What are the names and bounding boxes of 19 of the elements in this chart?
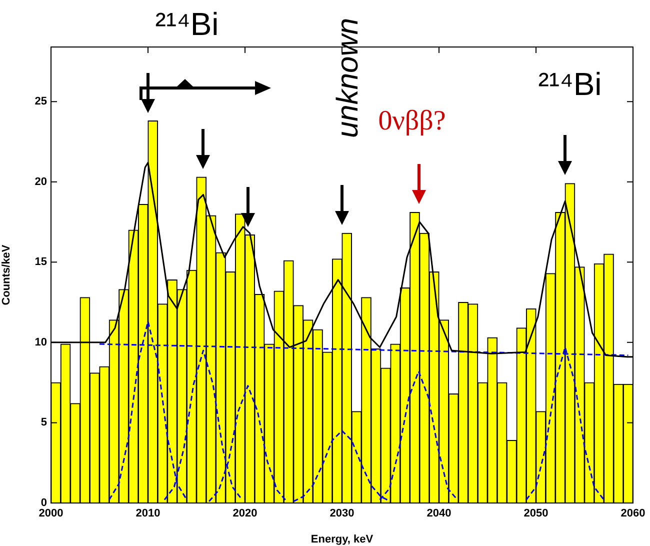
y-axis-title: Counts/keV: [0, 244, 13, 306]
y-tick-label: 10: [34, 336, 47, 348]
y-tick-label: 25: [34, 96, 47, 108]
x-tick-label: 2000: [38, 508, 64, 520]
x-tick-label: 2050: [524, 508, 548, 520]
y-tick-label: 15: [34, 256, 47, 268]
y-tick-label: 20: [34, 176, 47, 188]
x-tick-label: 2030: [330, 508, 354, 520]
annotation: ²¹⁴Bi: [538, 66, 602, 102]
y-tick-label: 5: [40, 416, 47, 429]
x-axis-title: Energy, keV: [310, 533, 374, 546]
x-tick-label: 2020: [232, 508, 258, 520]
annotation: 0νββ?: [378, 105, 446, 136]
annotation: unknown: [331, 18, 364, 138]
x-tick-label: 2060: [620, 508, 646, 520]
x-tick-label: 2010: [136, 508, 160, 520]
text: ²¹⁴Bi: [155, 6, 219, 42]
x-tick-label: 2040: [426, 508, 452, 520]
y-tick-label: 0: [40, 497, 47, 510]
